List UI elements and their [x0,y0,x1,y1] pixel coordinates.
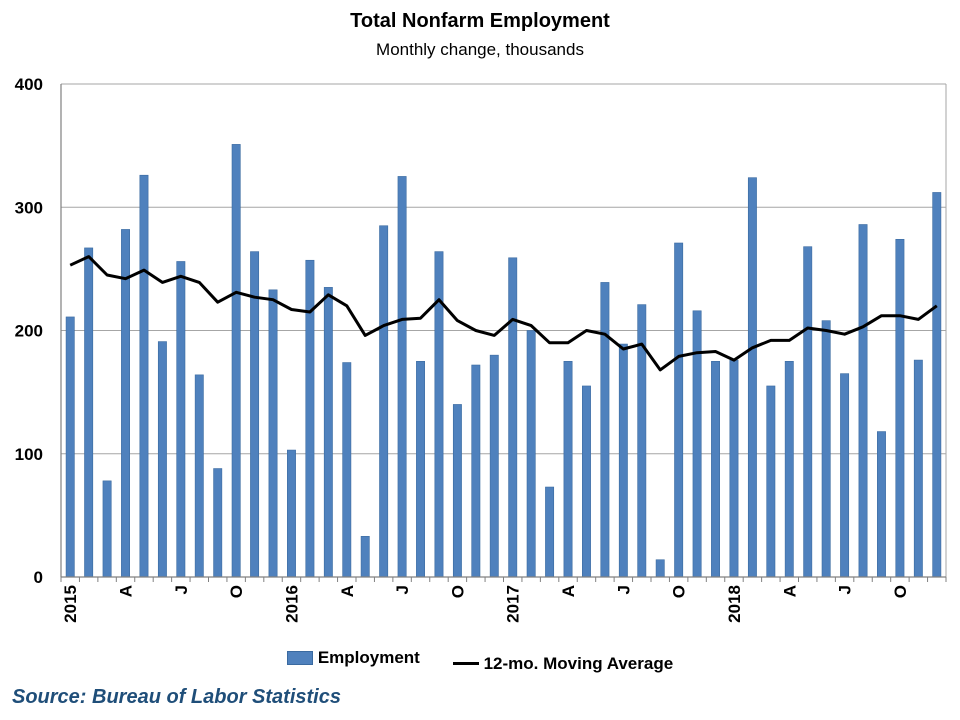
y-tick-label: 100 [15,445,43,464]
bar [618,343,628,578]
axes [60,84,947,582]
legend-label-moving-average: 12-mo. Moving Average [483,653,674,673]
bar [747,177,757,578]
x-tick-label: A [559,585,578,597]
x-axis-tick-labels: 2015 A J O 2016 A J O 2017 A J O 2018 A J O [61,585,910,623]
x-tick-label: 2017 [504,585,523,623]
bar [655,559,665,578]
x-tick-label: O [891,585,910,598]
bar [231,144,241,578]
bar [600,282,610,578]
chart-plot-area: 0 100 200 300 400 2015 A J O 2016 A J O 2017 A J O 2018 A… [15,75,947,623]
y-tick-label: 400 [15,75,43,94]
x-tick-label: J [614,585,633,594]
bar [157,341,167,578]
legend-label-employment: Employment [317,648,420,667]
bar [877,431,886,578]
bar [102,480,112,578]
bar [858,224,868,578]
bar [379,225,389,578]
legend: Employment 12-mo. Moving Average [0,648,960,674]
bar [729,359,739,578]
bar [84,247,94,578]
x-tick-label: J [172,585,191,594]
chart-title: Total Nonfarm Employment [350,10,610,32]
bar [582,385,591,578]
legend-item-employment: Employment [286,648,420,668]
bar [416,361,425,578]
legend-swatch-line [452,662,479,665]
y-tick-label: 200 [15,322,43,341]
bar [342,362,352,578]
x-tick-label: A [780,585,799,597]
bar [471,364,481,578]
bar [65,316,75,578]
bar [139,174,149,578]
x-tick-label: O [227,585,246,598]
bar [213,468,223,578]
bar [323,287,333,578]
bar [711,361,720,578]
source-note: Source: Bureau of Labor Statistics [12,686,341,708]
bar [784,361,794,578]
gridlines [61,83,947,577]
x-tick-label: O [670,585,689,598]
y-axis-tick-labels: 0 100 200 300 400 [15,75,43,587]
bar [194,374,204,578]
bar [563,361,573,578]
bar [895,238,905,578]
line-series-moving-average [69,255,938,372]
bar [803,246,813,578]
bar [452,404,462,578]
legend-swatch-bar [286,651,313,665]
x-tick-label: J [836,585,855,594]
bar [913,359,923,578]
bar [489,354,499,578]
bar [287,449,296,578]
bar [692,310,702,578]
bar [121,229,130,578]
bar [545,486,555,578]
bar [674,242,684,578]
x-tick-label: 2016 [282,585,301,623]
moving-average-line [69,255,938,372]
x-tick-label: J [393,585,412,594]
x-tick-label: A [338,585,357,597]
bar [176,261,186,578]
bar [397,176,407,578]
x-tick-label: 2015 [61,585,80,623]
bar [840,373,850,578]
x-tick-label: 2018 [725,585,744,623]
x-tick-label: O [448,585,467,598]
bar [821,320,831,578]
y-tick-label: 300 [15,198,43,217]
bar [268,289,278,578]
bar [508,257,518,578]
bar-series-employment [65,144,942,578]
chart-subtitle: Monthly change, thousands [376,40,584,59]
legend-item-moving-average: 12-mo. Moving Average [452,653,674,674]
y-tick-label: 0 [34,568,43,587]
bar [932,192,942,578]
x-tick-label: A [117,585,136,597]
bar [526,330,536,578]
bar [360,536,370,578]
bar [766,385,776,578]
bar [250,251,260,578]
